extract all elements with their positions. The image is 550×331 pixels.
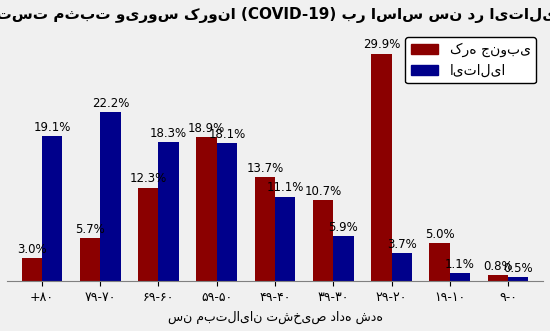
Bar: [313, 200, 333, 281]
Bar: [371, 54, 392, 281]
Text: 22.2%: 22.2%: [92, 97, 129, 110]
Text: 0.5%: 0.5%: [503, 262, 533, 275]
Bar: [430, 243, 450, 281]
Text: 19.1%: 19.1%: [34, 120, 71, 134]
Text: 5.9%: 5.9%: [328, 221, 359, 234]
Text: 0.8%: 0.8%: [483, 260, 513, 273]
Text: 18.3%: 18.3%: [150, 127, 187, 140]
Text: 5.0%: 5.0%: [425, 228, 454, 241]
Text: 3.0%: 3.0%: [17, 243, 47, 256]
X-axis label: سن مبتلایان تشخیص داده شده: سن مبتلایان تشخیص داده شده: [168, 311, 382, 324]
Text: 11.1%: 11.1%: [267, 181, 304, 194]
Bar: [508, 277, 529, 281]
Bar: [488, 275, 508, 281]
Text: 1.1%: 1.1%: [445, 258, 475, 270]
Bar: [275, 197, 295, 281]
Bar: [80, 238, 100, 281]
Text: 18.9%: 18.9%: [188, 122, 225, 135]
Text: 18.1%: 18.1%: [208, 128, 245, 141]
Text: 12.3%: 12.3%: [130, 172, 167, 185]
Text: 13.7%: 13.7%: [246, 162, 283, 175]
Bar: [158, 142, 179, 281]
Bar: [42, 136, 62, 281]
Text: 29.9%: 29.9%: [362, 38, 400, 51]
Text: 5.7%: 5.7%: [75, 222, 105, 236]
Bar: [255, 177, 275, 281]
Legend: کره جنوبی, ایتالیا: کره جنوبی, ایتالیا: [405, 37, 536, 83]
Title: مقایسه درصد تست مثبت ویروس کرونا (COVID-19) بر اساس سن در ایتالیا و کره جنوبی: مقایسه درصد تست مثبت ویروس کرونا (COVID-…: [0, 7, 550, 23]
Text: 10.7%: 10.7%: [305, 184, 342, 198]
Bar: [333, 236, 354, 281]
Bar: [21, 259, 42, 281]
Bar: [392, 253, 412, 281]
Bar: [196, 137, 217, 281]
Bar: [100, 112, 120, 281]
Bar: [217, 143, 237, 281]
Text: 3.7%: 3.7%: [387, 238, 416, 251]
Bar: [450, 273, 470, 281]
Bar: [138, 188, 158, 281]
